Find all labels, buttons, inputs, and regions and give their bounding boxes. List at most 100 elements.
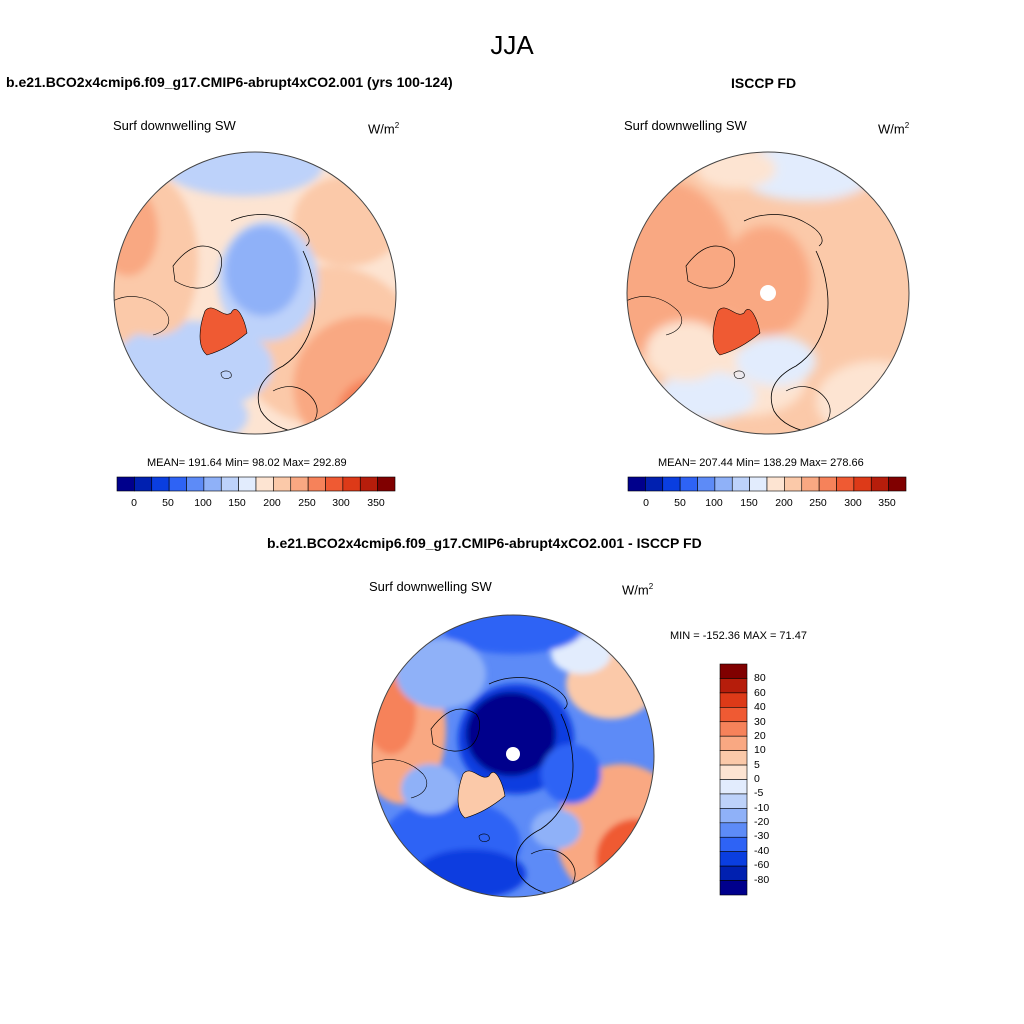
obs-field: [627, 152, 909, 434]
diff-colorbar-tick: -30: [754, 830, 770, 842]
diff-colorbar-swatch: [719, 721, 748, 737]
diff-colorbar-tick: -60: [754, 859, 770, 871]
obs-colorbar-tick: 200: [775, 497, 793, 509]
obs-colorbar-tick: 300: [844, 497, 862, 509]
obs-colorbar-swatch: [749, 476, 768, 492]
model-colorbar-swatch: [134, 476, 153, 492]
diff-colorbar-tick: 10: [754, 744, 766, 756]
obs-colorbar-swatch: [697, 476, 716, 492]
model-colorbar-swatch: [325, 476, 344, 492]
diff-colorbar-swatch: [719, 779, 748, 795]
obs-colorbar-swatch: [836, 476, 855, 492]
diff-colorbar-tick: -10: [754, 802, 770, 814]
obs-colorbar-swatch: [662, 476, 681, 492]
model-colorbar-swatch: [255, 476, 274, 492]
obs-colorbar-swatch: [870, 476, 889, 492]
model-field: [114, 152, 396, 434]
diff-colorbar-swatch: [719, 808, 748, 824]
diff-colorbar-tick: 60: [754, 687, 766, 699]
obs-colorbar-swatch: [645, 476, 664, 492]
model-polar-map: [113, 151, 397, 435]
diff-colorbar-swatch: [719, 880, 748, 896]
model-colorbar-tick: 0: [131, 497, 137, 509]
model-colorbar-swatch: [342, 476, 361, 492]
diff-colorbar-tick: 20: [754, 730, 766, 742]
model-colorbar-swatch: [290, 476, 309, 492]
model-colorbar-swatch: [151, 476, 170, 492]
diff-colorbar-tick: 30: [754, 716, 766, 728]
obs-variable-label: Surf downwelling SW: [624, 118, 747, 133]
diff-colorbar-swatch: [719, 865, 748, 881]
diff-colorbar-swatch: [719, 851, 748, 867]
obs-colorbar-swatch: [766, 476, 785, 492]
obs-colorbar-swatch: [714, 476, 733, 492]
diff-colorbar-swatch: [719, 735, 748, 751]
pole-hole: [506, 747, 520, 761]
obs-stats: MEAN= 207.44 Min= 138.29 Max= 278.66: [658, 457, 864, 469]
diff-panel-title: b.e21.BCO2x4cmip6.f09_g17.CMIP6-abrupt4x…: [267, 535, 702, 551]
model-colorbar-swatch: [186, 476, 205, 492]
model-colorbar-swatch: [220, 476, 239, 492]
diff-colorbar-swatch: [719, 764, 748, 780]
model-colorbar: [116, 476, 396, 492]
obs-colorbar-tick: 0: [643, 497, 649, 509]
diff-field: [372, 615, 654, 897]
diff-colorbar-swatch: [719, 707, 748, 723]
model-colorbar-swatch: [377, 476, 396, 492]
diff-colorbar-swatch: [719, 663, 748, 679]
model-colorbar-swatch: [168, 476, 187, 492]
diff-colorbar-tick: -40: [754, 845, 770, 857]
model-colorbar-swatch: [273, 476, 292, 492]
model-colorbar-tick: 300: [332, 497, 350, 509]
model-colorbar-swatch: [359, 476, 378, 492]
diff-colorbar-tick: 40: [754, 701, 766, 713]
diff-colorbar-tick: -5: [754, 787, 764, 799]
obs-colorbar-tick: 350: [878, 497, 896, 509]
diff-stats: MIN = -152.36 MAX = 71.47: [670, 630, 807, 642]
model-variable-label: Surf downwelling SW: [113, 118, 236, 133]
diff-colorbar-swatch: [719, 836, 748, 852]
model-colorbar-swatch: [307, 476, 326, 492]
obs-colorbar-tick: 250: [809, 497, 827, 509]
obs-colorbar-tick: 100: [705, 497, 723, 509]
model-colorbar-tick: 250: [298, 497, 316, 509]
model-colorbar-tick: 350: [367, 497, 385, 509]
obs-colorbar-tick: 150: [740, 497, 758, 509]
diff-colorbar-tick: -20: [754, 816, 770, 828]
model-units-label: W/m2: [368, 121, 400, 137]
diff-colorbar-tick: -80: [754, 874, 770, 886]
model-colorbar-swatch: [203, 476, 222, 492]
diff-colorbar-swatch: [719, 678, 748, 694]
obs-colorbar-swatch: [853, 476, 872, 492]
obs-panel-title: ISCCP FD: [731, 75, 797, 91]
figure-title: JJA: [490, 30, 534, 60]
diff-units-label: W/m2: [622, 582, 654, 598]
obs-colorbar-swatch: [627, 476, 646, 492]
obs-colorbar-swatch: [679, 476, 698, 492]
obs-colorbar-swatch: [801, 476, 820, 492]
obs-colorbar-swatch: [888, 476, 907, 492]
model-stats: MEAN= 191.64 Min= 98.02 Max= 292.89: [147, 457, 347, 469]
model-colorbar-tick: 50: [162, 497, 174, 509]
diff-colorbar-tick: 80: [754, 672, 766, 684]
pole-hole: [760, 285, 776, 301]
diff-colorbar-swatch: [719, 692, 748, 708]
model-colorbar-swatch: [116, 476, 135, 492]
model-colorbar-tick: 200: [263, 497, 281, 509]
model-panel-title: b.e21.BCO2x4cmip6.f09_g17.CMIP6-abrupt4x…: [6, 74, 453, 90]
diff-colorbar-tick: 0: [754, 773, 760, 785]
diff-colorbar-swatch: [719, 750, 748, 766]
diff-colorbar: [719, 663, 748, 896]
obs-colorbar-swatch: [731, 476, 750, 492]
obs-colorbar-tick: 50: [674, 497, 686, 509]
diff-colorbar-tick: 5: [754, 759, 760, 771]
obs-colorbar: [627, 476, 907, 492]
obs-colorbar-swatch: [818, 476, 837, 492]
diff-colorbar-swatch: [719, 822, 748, 838]
model-colorbar-swatch: [238, 476, 257, 492]
diff-colorbar-swatch: [719, 793, 748, 809]
diff-polar-map: [371, 614, 655, 898]
model-colorbar-tick: 150: [228, 497, 246, 509]
obs-units-label: W/m2: [878, 121, 910, 137]
obs-colorbar-swatch: [784, 476, 803, 492]
